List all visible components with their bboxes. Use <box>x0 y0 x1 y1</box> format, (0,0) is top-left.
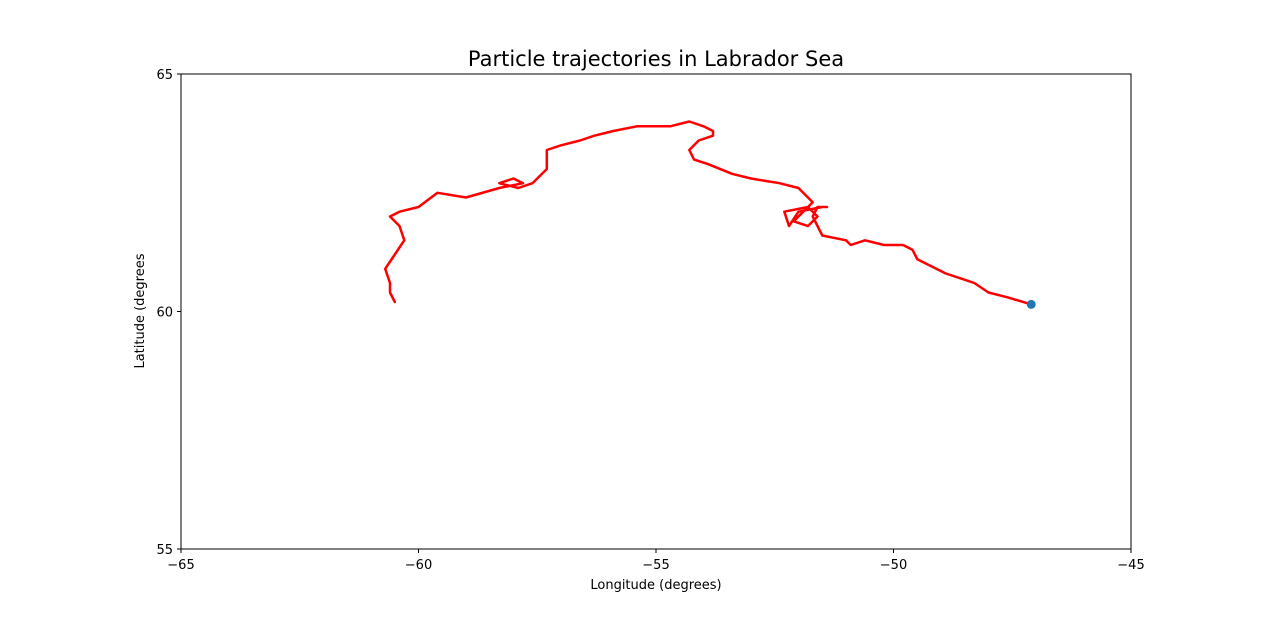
x-axis-label: Longitude (degrees) <box>590 578 721 593</box>
chart-title: Particle trajectories in Labrador Sea <box>468 47 844 71</box>
y-axis-label: Latitude (degrees <box>133 253 148 368</box>
x-tick-label: −45 <box>1117 558 1144 573</box>
x-tick-label: −55 <box>642 558 669 573</box>
y-tick-label: 55 <box>156 543 173 558</box>
x-tick-label: −65 <box>167 558 194 573</box>
x-tick-label: −50 <box>880 558 907 573</box>
y-tick-label: 65 <box>156 68 173 83</box>
y-tick-label: 60 <box>156 306 173 321</box>
axis-ticks: −65 −60 −55 −50 −45 55 60 65 <box>156 68 1144 573</box>
x-tick-label: −60 <box>405 558 432 573</box>
plot-area <box>383 120 1036 309</box>
trajectory-line <box>383 120 1033 306</box>
start-point-marker <box>1026 299 1036 309</box>
